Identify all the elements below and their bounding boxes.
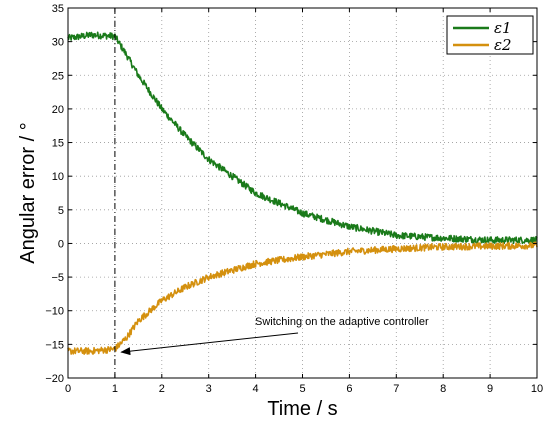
y-axis-label: Angular error / ° — [17, 122, 39, 263]
y-tick-label: 10 — [52, 171, 64, 183]
x-tick-label: 6 — [346, 383, 352, 395]
series-line-1 — [67, 31, 538, 245]
series-line-2 — [67, 241, 538, 355]
x-tick-label: 9 — [487, 383, 493, 395]
y-tick-label: −15 — [45, 339, 64, 351]
x-tick-label: 2 — [159, 383, 165, 395]
annotation-text: Switching on the adaptive controller — [255, 316, 429, 328]
y-tick-label: 15 — [52, 138, 64, 150]
y-tick-label: 30 — [52, 37, 64, 49]
x-tick-label: 5 — [299, 383, 305, 395]
x-tick-label: 3 — [206, 383, 212, 395]
x-tick-label: 7 — [393, 383, 399, 395]
x-tick-label: 0 — [65, 383, 71, 395]
annotation-group: Switching on the adaptive controller — [120, 316, 429, 356]
y-tick-label: 35 — [52, 3, 64, 15]
x-axis-label: Time / s — [267, 398, 337, 420]
y-tick-label: 20 — [52, 104, 64, 116]
y-tick-label: −5 — [51, 272, 64, 284]
x-tick-label: 10 — [531, 383, 543, 395]
y-tick-label: 0 — [58, 238, 64, 250]
x-tick-label: 4 — [253, 383, 259, 395]
y-tick-label: −10 — [45, 306, 64, 318]
x-tick-label: 1 — [112, 383, 118, 395]
y-tick-label: 5 — [58, 205, 64, 217]
y-tick-label: −20 — [45, 373, 64, 385]
x-tick-label: 8 — [440, 383, 446, 395]
axis-ticks: 0 1 2 3 4 5 6 7 8 9 10 −20 −15 −10 −5 0 5 10 15 20 25 30 35 — [45, 3, 543, 395]
series-lines — [67, 31, 538, 355]
annotation-arrow — [120, 332, 299, 356]
y-tick-label: 25 — [52, 70, 64, 82]
legend-box — [446, 15, 534, 55]
legend-label-2: ε2 — [494, 36, 512, 54]
legend-label-1: ε1 — [494, 19, 512, 37]
